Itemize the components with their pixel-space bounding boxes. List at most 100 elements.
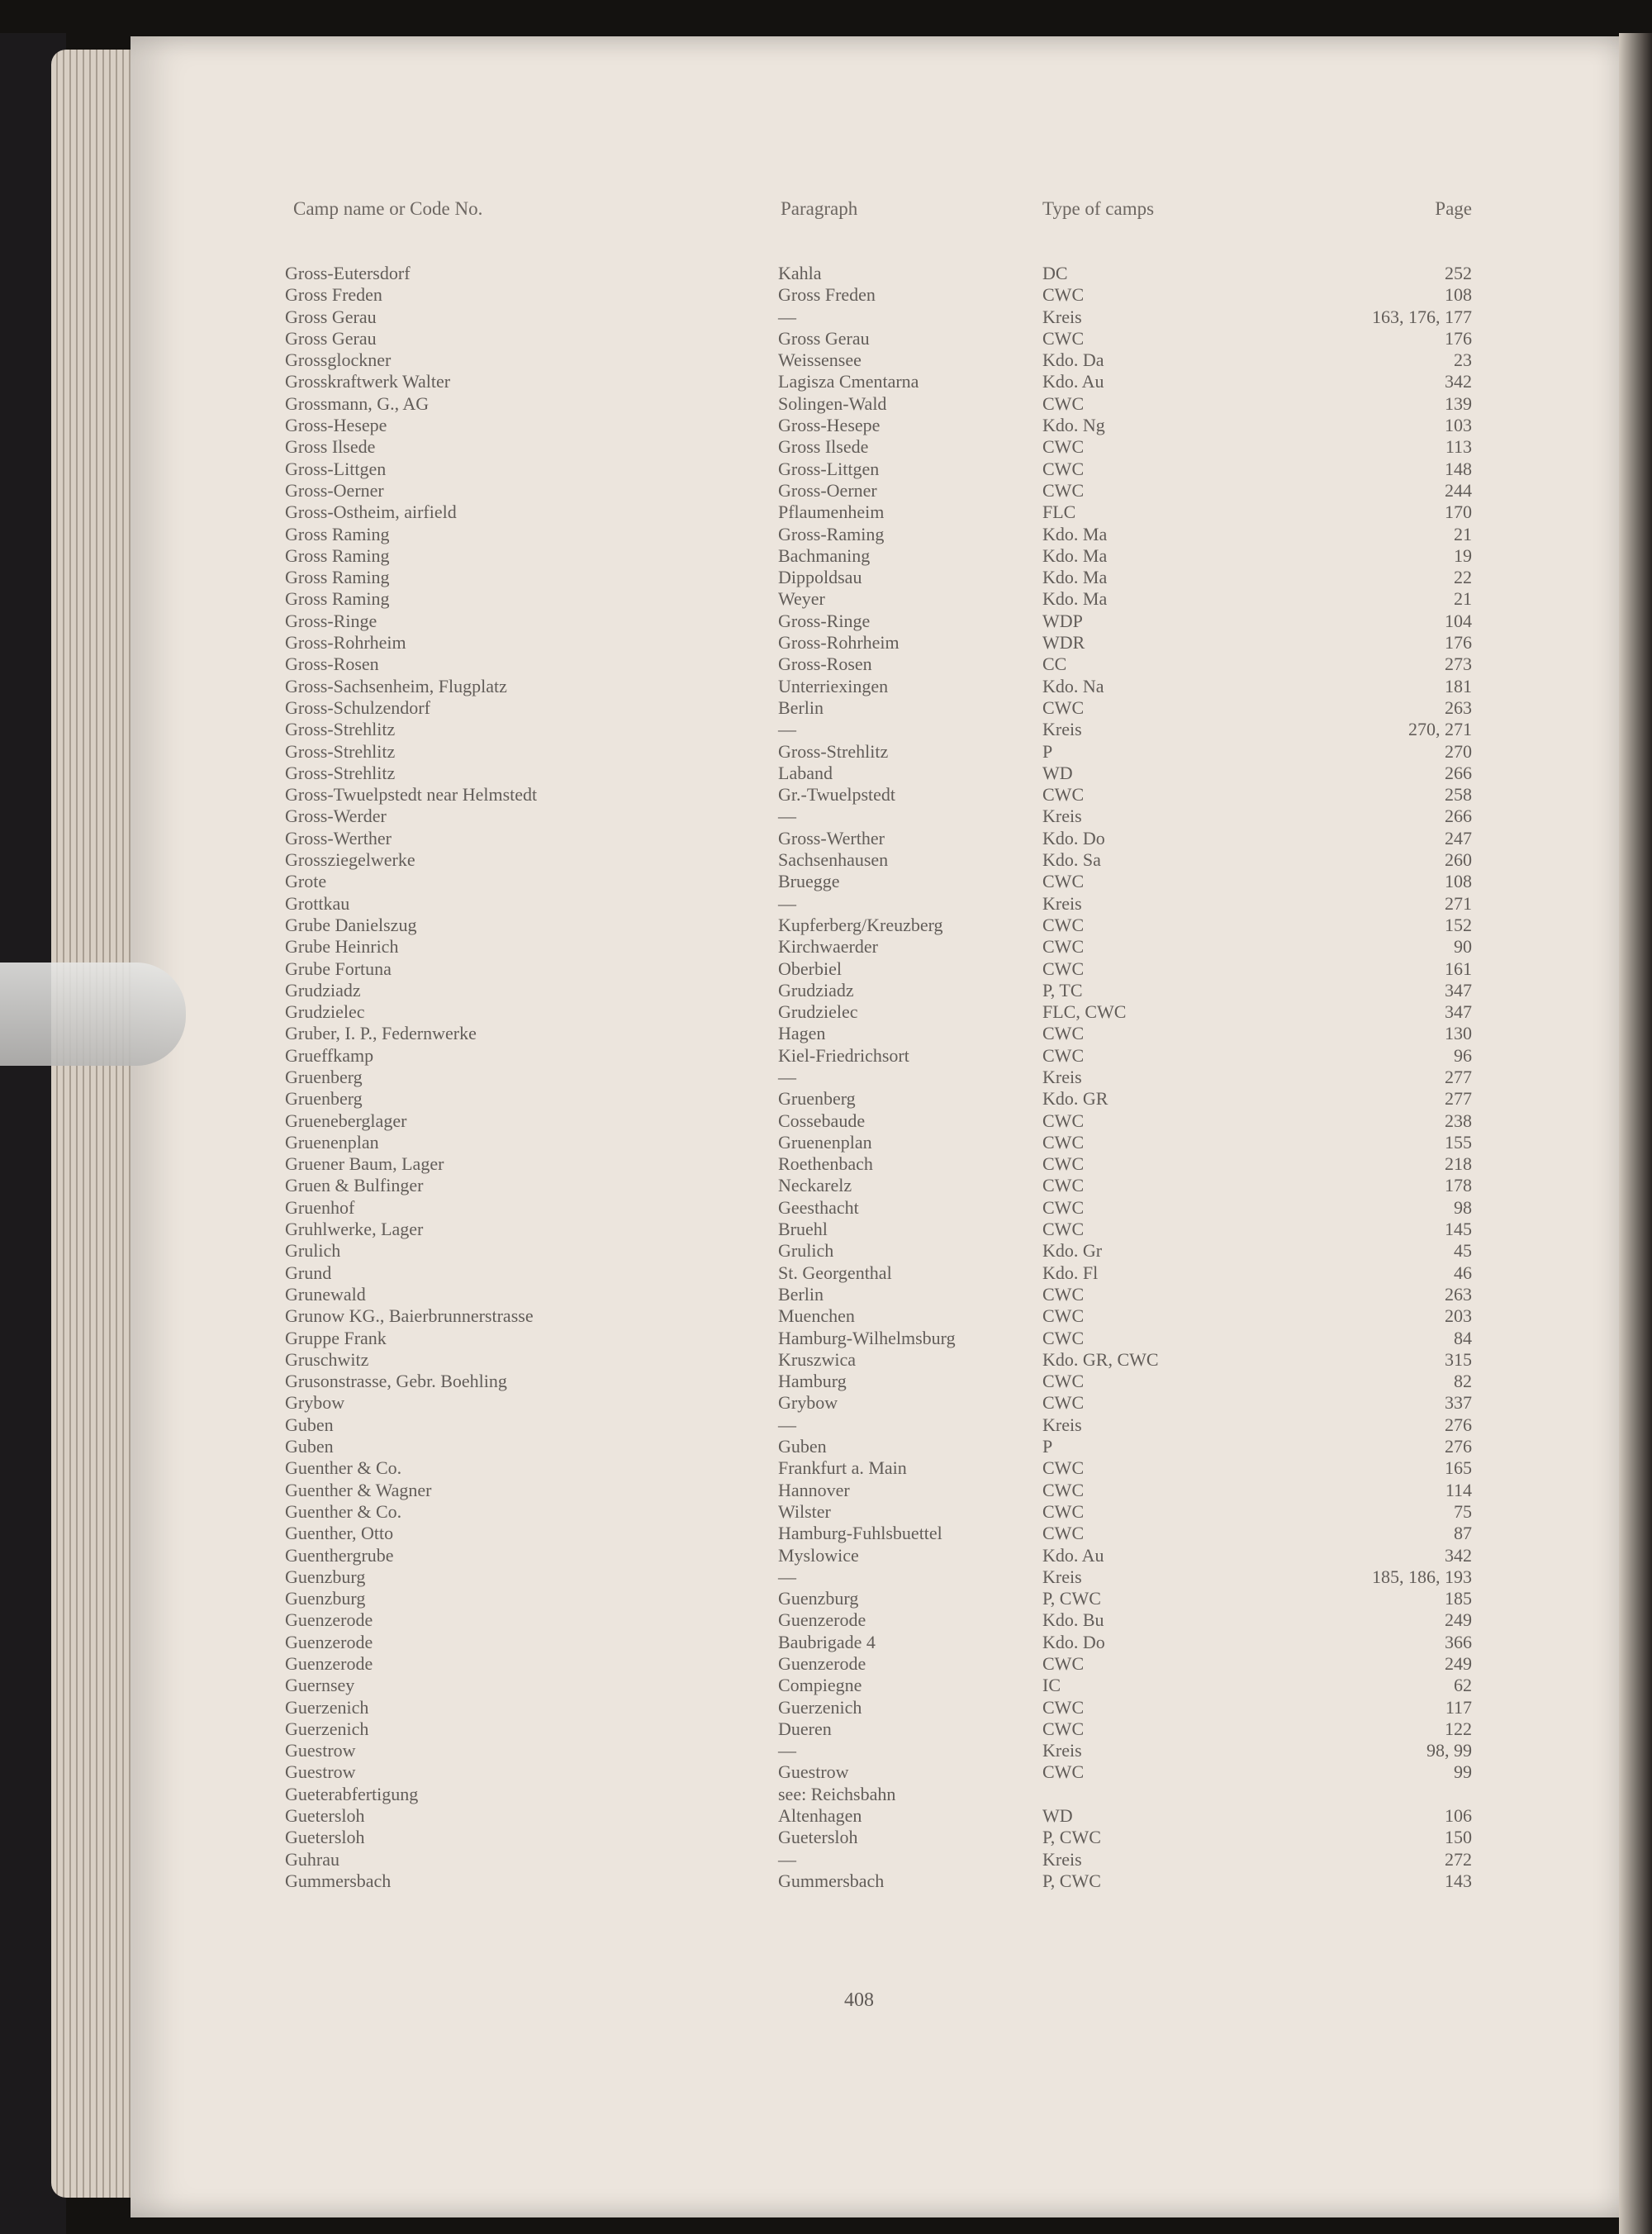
page-ref-cell: 272 bbox=[1445, 1848, 1472, 1870]
paragraph-cell: see: Reichsbahn bbox=[778, 1783, 896, 1804]
table-row: Guenthergrube Myslowice Kdo. Au 342 bbox=[0, 1545, 1652, 1566]
page-ref-cell: 148 bbox=[1445, 458, 1472, 479]
table-row: Grueffkamp Kiel-Friedrichsort CWC 96 bbox=[0, 1045, 1652, 1067]
page-ref-cell: 103 bbox=[1445, 415, 1472, 436]
camp-type-cell: CWC bbox=[1042, 479, 1085, 501]
table-row: Gruener Baum, Lager Roethenbach CWC 218 bbox=[0, 1153, 1652, 1175]
table-row: Grossglockner Weissensee Kdo. Da 23 bbox=[0, 349, 1652, 371]
paragraph-cell: Wilster bbox=[778, 1500, 831, 1522]
paragraph-cell: Frankfurt a. Main bbox=[778, 1457, 907, 1479]
table-row: Grudziadz Grudziadz P, TC 347 bbox=[0, 980, 1652, 1001]
camp-name-cell: Gruenhof bbox=[285, 1196, 355, 1218]
camp-type-cell: WDP bbox=[1042, 610, 1083, 631]
camp-type-cell: Kdo. Ng bbox=[1042, 415, 1105, 436]
camp-name-cell: Gross-Twuelpstedt near Helmstedt bbox=[285, 784, 538, 806]
camp-type-cell: CWC bbox=[1042, 784, 1085, 806]
paragraph-cell: Muenchen bbox=[778, 1305, 855, 1327]
camp-name-cell: Grube Fortuna bbox=[285, 958, 392, 979]
page-ref-cell: 150 bbox=[1445, 1827, 1472, 1848]
page-ref-cell: 260 bbox=[1445, 849, 1472, 871]
page-ref-cell: 181 bbox=[1445, 675, 1472, 696]
camp-name-cell: Guerzenich bbox=[285, 1696, 369, 1718]
table-row: Guenzburg — Kreis 185, 186, 193 bbox=[0, 1566, 1652, 1588]
paragraph-cell: Gross Gerau bbox=[778, 327, 870, 349]
camp-type-cell: CWC bbox=[1042, 1175, 1085, 1196]
camp-name-cell: Grybow bbox=[285, 1392, 345, 1414]
paragraph-cell: — bbox=[778, 1848, 796, 1870]
paragraph-cell: Weyer bbox=[778, 588, 825, 610]
camp-name-cell: Guenzburg bbox=[285, 1566, 366, 1587]
page-ref-cell: 163, 176, 177 bbox=[1372, 306, 1472, 327]
camp-name-cell: Gross-Strehlitz bbox=[285, 740, 396, 762]
camp-type-cell: CWC bbox=[1042, 1023, 1085, 1044]
camp-type-cell: Kreis bbox=[1042, 719, 1082, 740]
camp-name-cell: Gross-Schulzendorf bbox=[285, 696, 430, 718]
camp-type-cell: Kdo. GR bbox=[1042, 1088, 1108, 1110]
paragraph-cell: Grybow bbox=[778, 1392, 838, 1414]
paragraph-cell: Weissensee bbox=[778, 349, 862, 371]
table-row: Grosskraftwerk Walter Lagisza Cmentarna Kd… bbox=[0, 371, 1652, 392]
table-row: Grulich Grulich Kdo. Gr 45 bbox=[0, 1240, 1652, 1262]
camp-type-cell: P, CWC bbox=[1042, 1827, 1101, 1848]
table-row: Guerzenich Guerzenich CWC 117 bbox=[0, 1697, 1652, 1718]
page-ref-cell: 218 bbox=[1445, 1153, 1472, 1175]
camp-name-cell: Guenther & Co. bbox=[285, 1457, 402, 1479]
table-row: Grund St. Georgenthal Kdo. Fl 46 bbox=[0, 1262, 1652, 1284]
table-row: Gruenberg — Kreis 277 bbox=[0, 1067, 1652, 1088]
page-ref-cell: 117 bbox=[1445, 1696, 1472, 1718]
table-row: Guenther & Co. Wilster CWC 75 bbox=[0, 1501, 1652, 1523]
camp-name-cell: Gummersbach bbox=[285, 1870, 392, 1891]
paragraph-cell: Laband bbox=[778, 762, 833, 783]
camp-name-cell: Guenzerode bbox=[285, 1653, 373, 1674]
camp-name-cell: Grund bbox=[285, 1262, 332, 1283]
camp-name-cell: Gruschwitz bbox=[285, 1348, 369, 1370]
paragraph-cell: Kruszwica bbox=[778, 1348, 857, 1370]
camp-type-cell: P, CWC bbox=[1042, 1870, 1101, 1891]
page-ref-cell: 161 bbox=[1445, 958, 1472, 979]
page-ref-cell: 113 bbox=[1445, 436, 1472, 458]
paragraph-cell: Guenzerode bbox=[778, 1609, 866, 1631]
camp-name-cell: Guenzerode bbox=[285, 1609, 373, 1631]
camp-type-cell: CWC bbox=[1042, 1219, 1085, 1240]
paragraph-cell: Guenzerode bbox=[778, 1653, 866, 1674]
page-ref-cell: 337 bbox=[1445, 1392, 1472, 1414]
paragraph-cell: Gross-Ringe bbox=[778, 610, 871, 631]
camp-name-cell: Gruber, I. P., Federnwerke bbox=[285, 1023, 477, 1044]
table-row: Gross-Werther Gross-Werther Kdo. Do 247 bbox=[0, 828, 1652, 849]
table-row: Guenzerode Baubrigade 4 Kdo. Do 366 bbox=[0, 1632, 1652, 1653]
paragraph-cell: Guestrow bbox=[778, 1761, 849, 1783]
paragraph-cell: Gross-Rosen bbox=[778, 654, 872, 675]
paragraph-cell: Gruenberg bbox=[778, 1088, 856, 1110]
table-row: Gross-Schulzendorf Berlin CWC 263 bbox=[0, 697, 1652, 719]
table-row: Gross-Werder — Kreis 266 bbox=[0, 806, 1652, 827]
paragraph-cell: Baubrigade 4 bbox=[778, 1631, 876, 1652]
page-ref-cell: 87 bbox=[1454, 1523, 1472, 1544]
paragraph-cell: Gross Ilsede bbox=[778, 436, 869, 458]
camp-name-cell: Guerzenich bbox=[285, 1718, 369, 1739]
table-row: Guerzenich Dueren CWC 122 bbox=[0, 1718, 1652, 1740]
camp-name-cell: Grudziadz bbox=[285, 979, 361, 1001]
camp-name-cell: Gruenenplan bbox=[285, 1131, 379, 1153]
paragraph-cell: — bbox=[778, 1414, 796, 1435]
page-ref-cell: 270, 271 bbox=[1408, 719, 1472, 740]
table-row: Gross Gerau — Kreis 163, 176, 177 bbox=[0, 307, 1652, 328]
header-type: Type of camps bbox=[1042, 198, 1155, 219]
page-ref-cell: 276 bbox=[1445, 1436, 1472, 1457]
camp-name-cell: Guenther, Otto bbox=[285, 1523, 394, 1544]
table-row: Gross-Twuelpstedt near Helmstedt Gr.-Twue… bbox=[0, 784, 1652, 806]
camp-name-cell: Guenzburg bbox=[285, 1588, 366, 1609]
page-ref-cell: 114 bbox=[1445, 1479, 1472, 1500]
paragraph-cell: Guetersloh bbox=[778, 1827, 858, 1848]
page-ref-cell: 366 bbox=[1445, 1631, 1472, 1652]
page-ref-cell: 347 bbox=[1445, 1001, 1472, 1023]
camp-type-cell: IC bbox=[1042, 1675, 1061, 1696]
table-row: Gross-Hesepe Gross-Hesepe Kdo. Ng 103 bbox=[0, 415, 1652, 436]
table-row: Guben Guben P 276 bbox=[0, 1436, 1652, 1457]
table-row: Gross Ilsede Gross Ilsede CWC 113 bbox=[0, 436, 1652, 458]
page-ref-cell: 277 bbox=[1445, 1088, 1472, 1110]
table-row: Guhrau — Kreis 272 bbox=[0, 1849, 1652, 1870]
camp-type-cell: WDR bbox=[1042, 632, 1085, 654]
camp-name-cell: Grossglockner bbox=[285, 349, 392, 371]
table-row: Guenzerode Guenzerode Kdo. Bu 249 bbox=[0, 1609, 1652, 1631]
camp-type-cell: CWC bbox=[1042, 1196, 1085, 1218]
